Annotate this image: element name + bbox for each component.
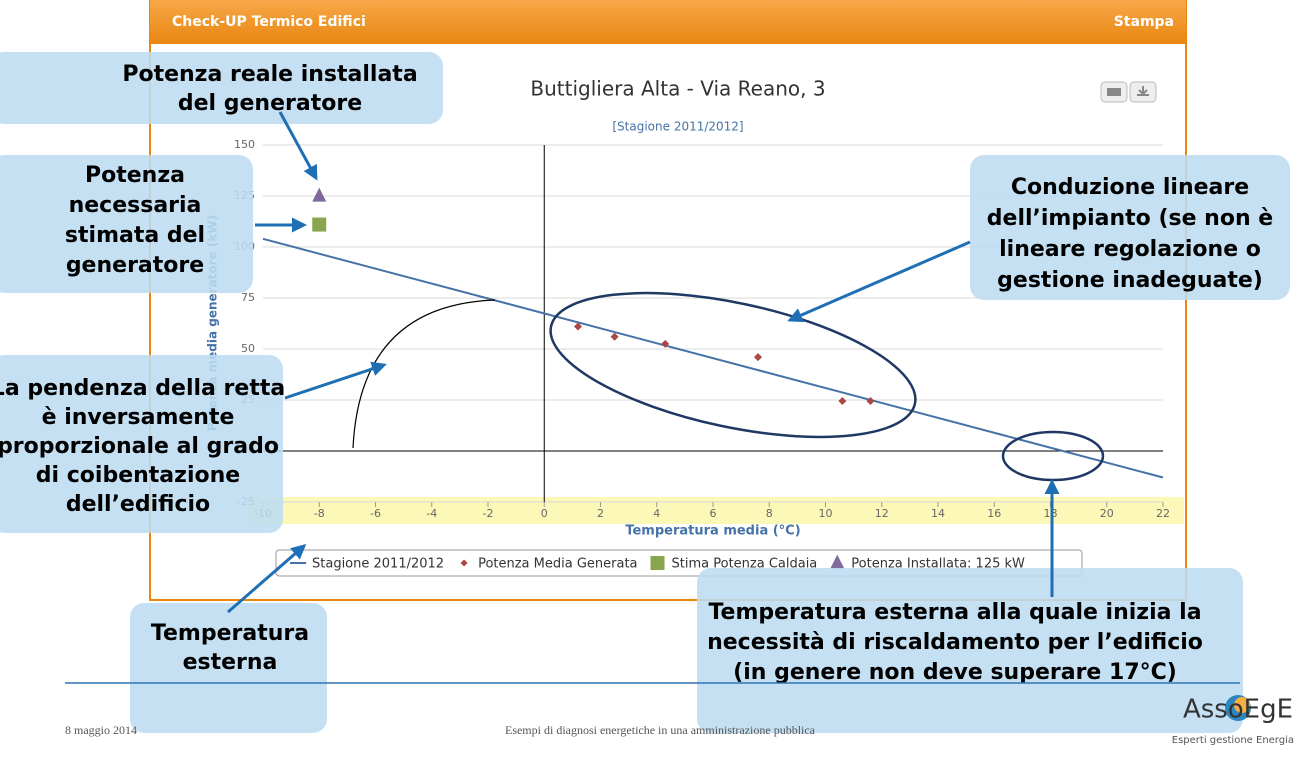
point xyxy=(312,217,327,232)
y-tick-label: 75 xyxy=(241,291,255,304)
y-tick-label: 150 xyxy=(234,138,255,151)
callout-text: esterna xyxy=(183,650,278,675)
callout-text: dell’impianto (se non è xyxy=(987,206,1273,231)
logo-tagline: Esperti gestione Energia xyxy=(1172,735,1294,746)
point xyxy=(866,397,875,406)
callout-text: generatore xyxy=(66,253,204,278)
callouts: Potenza reale installata del generatore Po… xyxy=(0,52,1290,733)
footer-date: 8 maggio 2014 xyxy=(65,723,137,737)
print-link[interactable]: Stampa xyxy=(1114,14,1174,30)
callout-text: Temperatura xyxy=(151,621,309,646)
x-tick-label: 12 xyxy=(875,507,889,520)
x-tick-label: 2 xyxy=(597,507,604,520)
y-tick-label: 50 xyxy=(241,342,255,355)
arrow xyxy=(227,544,307,614)
x-tick-label: -6 xyxy=(370,507,381,520)
legend-label: Potenza Installata: 125 kW xyxy=(851,557,1025,572)
callout-box xyxy=(130,603,327,733)
callout-text: Potenza xyxy=(85,163,185,188)
arrows xyxy=(227,111,1060,614)
logo-name: AssoEgE xyxy=(1183,695,1293,725)
logo-icon xyxy=(1234,697,1250,713)
legend-label: Stagione 2011/2012 xyxy=(312,557,444,572)
callout-box xyxy=(970,155,1290,300)
x-tick-label: 22 xyxy=(1156,507,1170,520)
x-tick-label: 20 xyxy=(1100,507,1114,520)
x-tick-label: 16 xyxy=(987,507,1001,520)
callout-text: gestione inadeguate) xyxy=(997,268,1263,293)
arrow xyxy=(284,361,387,400)
callout-text: stimata del xyxy=(65,223,205,248)
chart-title: Buttigliera Alta - Via Reano, 3 xyxy=(530,77,825,101)
x-tick-label: 10 xyxy=(819,507,833,520)
callout-text: Temperatura esterna alla quale inizia la xyxy=(708,600,1201,625)
callout-text: proporzionale al grado xyxy=(0,434,279,459)
point xyxy=(610,332,619,341)
angle-arc xyxy=(352,299,496,449)
print-icon xyxy=(1107,88,1121,96)
trend-line xyxy=(262,237,1164,479)
callout-box xyxy=(0,52,443,124)
legend-items: Stagione 2011/2012 Potenza Media Generata… xyxy=(290,554,1025,572)
callout-text: La pendenza della retta xyxy=(0,376,285,401)
callout-text: necessità di riscaldamento per l’edifici… xyxy=(707,630,1203,655)
x-tick-label: -4 xyxy=(426,507,437,520)
arrow xyxy=(278,111,318,181)
point xyxy=(661,339,670,348)
arrow xyxy=(787,240,971,323)
legend-label: Potenza Media Generata xyxy=(478,557,637,572)
x-tick-label: 8 xyxy=(766,507,773,520)
callout-text: è inversamente xyxy=(42,405,235,430)
x-tick-label: 4 xyxy=(653,507,660,520)
chart-subtitle: [Stagione 2011/2012] xyxy=(612,120,743,134)
callout-text: Potenza reale installata xyxy=(122,62,417,87)
x-axis-label: Temperatura media (°C) xyxy=(625,524,800,539)
point xyxy=(312,187,327,202)
panel-title: Check-UP Termico Edifici xyxy=(172,14,366,30)
callout-box xyxy=(0,355,283,533)
point xyxy=(460,559,468,567)
x-tick-label: -2 xyxy=(483,507,494,520)
point xyxy=(650,556,665,570)
callout-text: del generatore xyxy=(178,91,362,116)
point xyxy=(574,322,582,331)
callout-box xyxy=(697,568,1243,733)
callout-text: Conduzione lineare xyxy=(1011,175,1249,200)
callout-text: necessaria xyxy=(69,193,202,218)
callout-text: lineare regolazione o xyxy=(999,237,1261,262)
x-tick-label: 0 xyxy=(541,507,548,520)
footer-text: Esempi di diagnosi energetiche in una am… xyxy=(505,723,816,737)
callout-text: dell’edificio xyxy=(66,492,210,517)
point xyxy=(838,397,847,406)
x-tick-label: 6 xyxy=(710,507,717,520)
callout-text: di coibentazione xyxy=(36,463,240,488)
point xyxy=(754,353,762,362)
download-icon xyxy=(1137,86,1149,96)
x-tick-label: 14 xyxy=(931,507,945,520)
ellipse xyxy=(549,291,917,439)
point xyxy=(830,554,845,569)
callout-text: (in genere non deve superare 17°C) xyxy=(733,660,1177,685)
panel-header xyxy=(150,0,1186,44)
x-tick-label: -8 xyxy=(314,507,325,520)
legend-label: Stima Potenza Caldaia xyxy=(672,557,818,572)
callout-box xyxy=(0,155,253,293)
